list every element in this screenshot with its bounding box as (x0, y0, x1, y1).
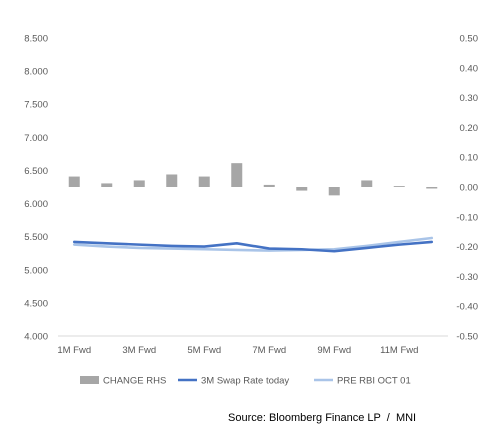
x-tick-label: 7M Fwd (252, 345, 286, 356)
legend-label: CHANGE RHS (103, 376, 166, 387)
right-tick-label: 0.50 (460, 34, 479, 45)
change-bar (328, 187, 340, 196)
change-bar (361, 180, 373, 187)
legend-label: PRE RBI OCT 01 (337, 376, 411, 387)
left-tick-label: 7.000 (24, 133, 48, 144)
right-tick-label: 0.40 (460, 63, 479, 74)
right-tick-label: 0.10 (460, 153, 479, 164)
left-tick-label: 7.500 (24, 100, 48, 111)
right-tick-label: 0.20 (460, 123, 479, 134)
change-bar (133, 180, 145, 187)
right-tick-label: -0.10 (456, 212, 478, 223)
change-bar (393, 186, 405, 187)
series-line (72, 240, 434, 253)
lines-layer (72, 236, 434, 253)
left-tick-label: 8.500 (24, 34, 48, 45)
right-tick-label: -0.30 (456, 272, 478, 283)
right-axis-ticks: -0.50 -0.40 -0.30 -0.20 -0.10 0.00 0.10 0.20 0.3… (456, 34, 478, 343)
left-axis-ticks: 4.000 4.500 5.000 5.500 6.000 6.500 7.000 7.500… (24, 34, 48, 343)
legend: CHANGE RHS 3M Swap Rate today PRE RBI OCT … (80, 376, 411, 387)
change-bar (296, 187, 308, 191)
left-tick-label: 5.500 (24, 232, 48, 243)
x-tick-label: 9M Fwd (317, 345, 351, 356)
change-bar (101, 183, 113, 187)
x-tick-label: 11M Fwd (380, 345, 418, 356)
change-bar (231, 163, 243, 187)
x-tick-label: 1M Fwd (57, 345, 91, 356)
right-tick-label: -0.50 (456, 332, 478, 343)
right-tick-label: 0.00 (460, 183, 479, 194)
x-tick-label: 3M Fwd (122, 345, 156, 356)
x-tick-label: 5M Fwd (187, 345, 221, 356)
change-bar (68, 176, 80, 187)
x-axis-ticks: 1M Fwd 3M Fwd 5M Fwd 7M Fwd 9M Fwd 11M Fwd (57, 345, 418, 356)
left-tick-label: 4.000 (24, 332, 48, 343)
right-tick-label: -0.40 (456, 302, 478, 313)
change-bar (426, 187, 438, 189)
left-tick-label: 6.000 (24, 199, 48, 210)
left-tick-label: 8.000 (24, 67, 48, 78)
change-bar (263, 184, 275, 187)
legend-label: 3M Swap Rate today (201, 376, 289, 387)
source-note: Source: Bloomberg Finance LP / MNI (228, 412, 417, 424)
series-line (72, 236, 434, 252)
change-bar (198, 176, 210, 187)
bars-layer (68, 163, 438, 196)
right-tick-label: -0.20 (456, 242, 478, 253)
left-tick-label: 5.000 (24, 265, 48, 276)
left-tick-label: 6.500 (24, 166, 48, 177)
right-tick-label: 0.30 (460, 93, 479, 104)
left-tick-label: 4.500 (24, 298, 48, 309)
change-bar (166, 174, 178, 187)
legend-swatch (80, 376, 99, 384)
